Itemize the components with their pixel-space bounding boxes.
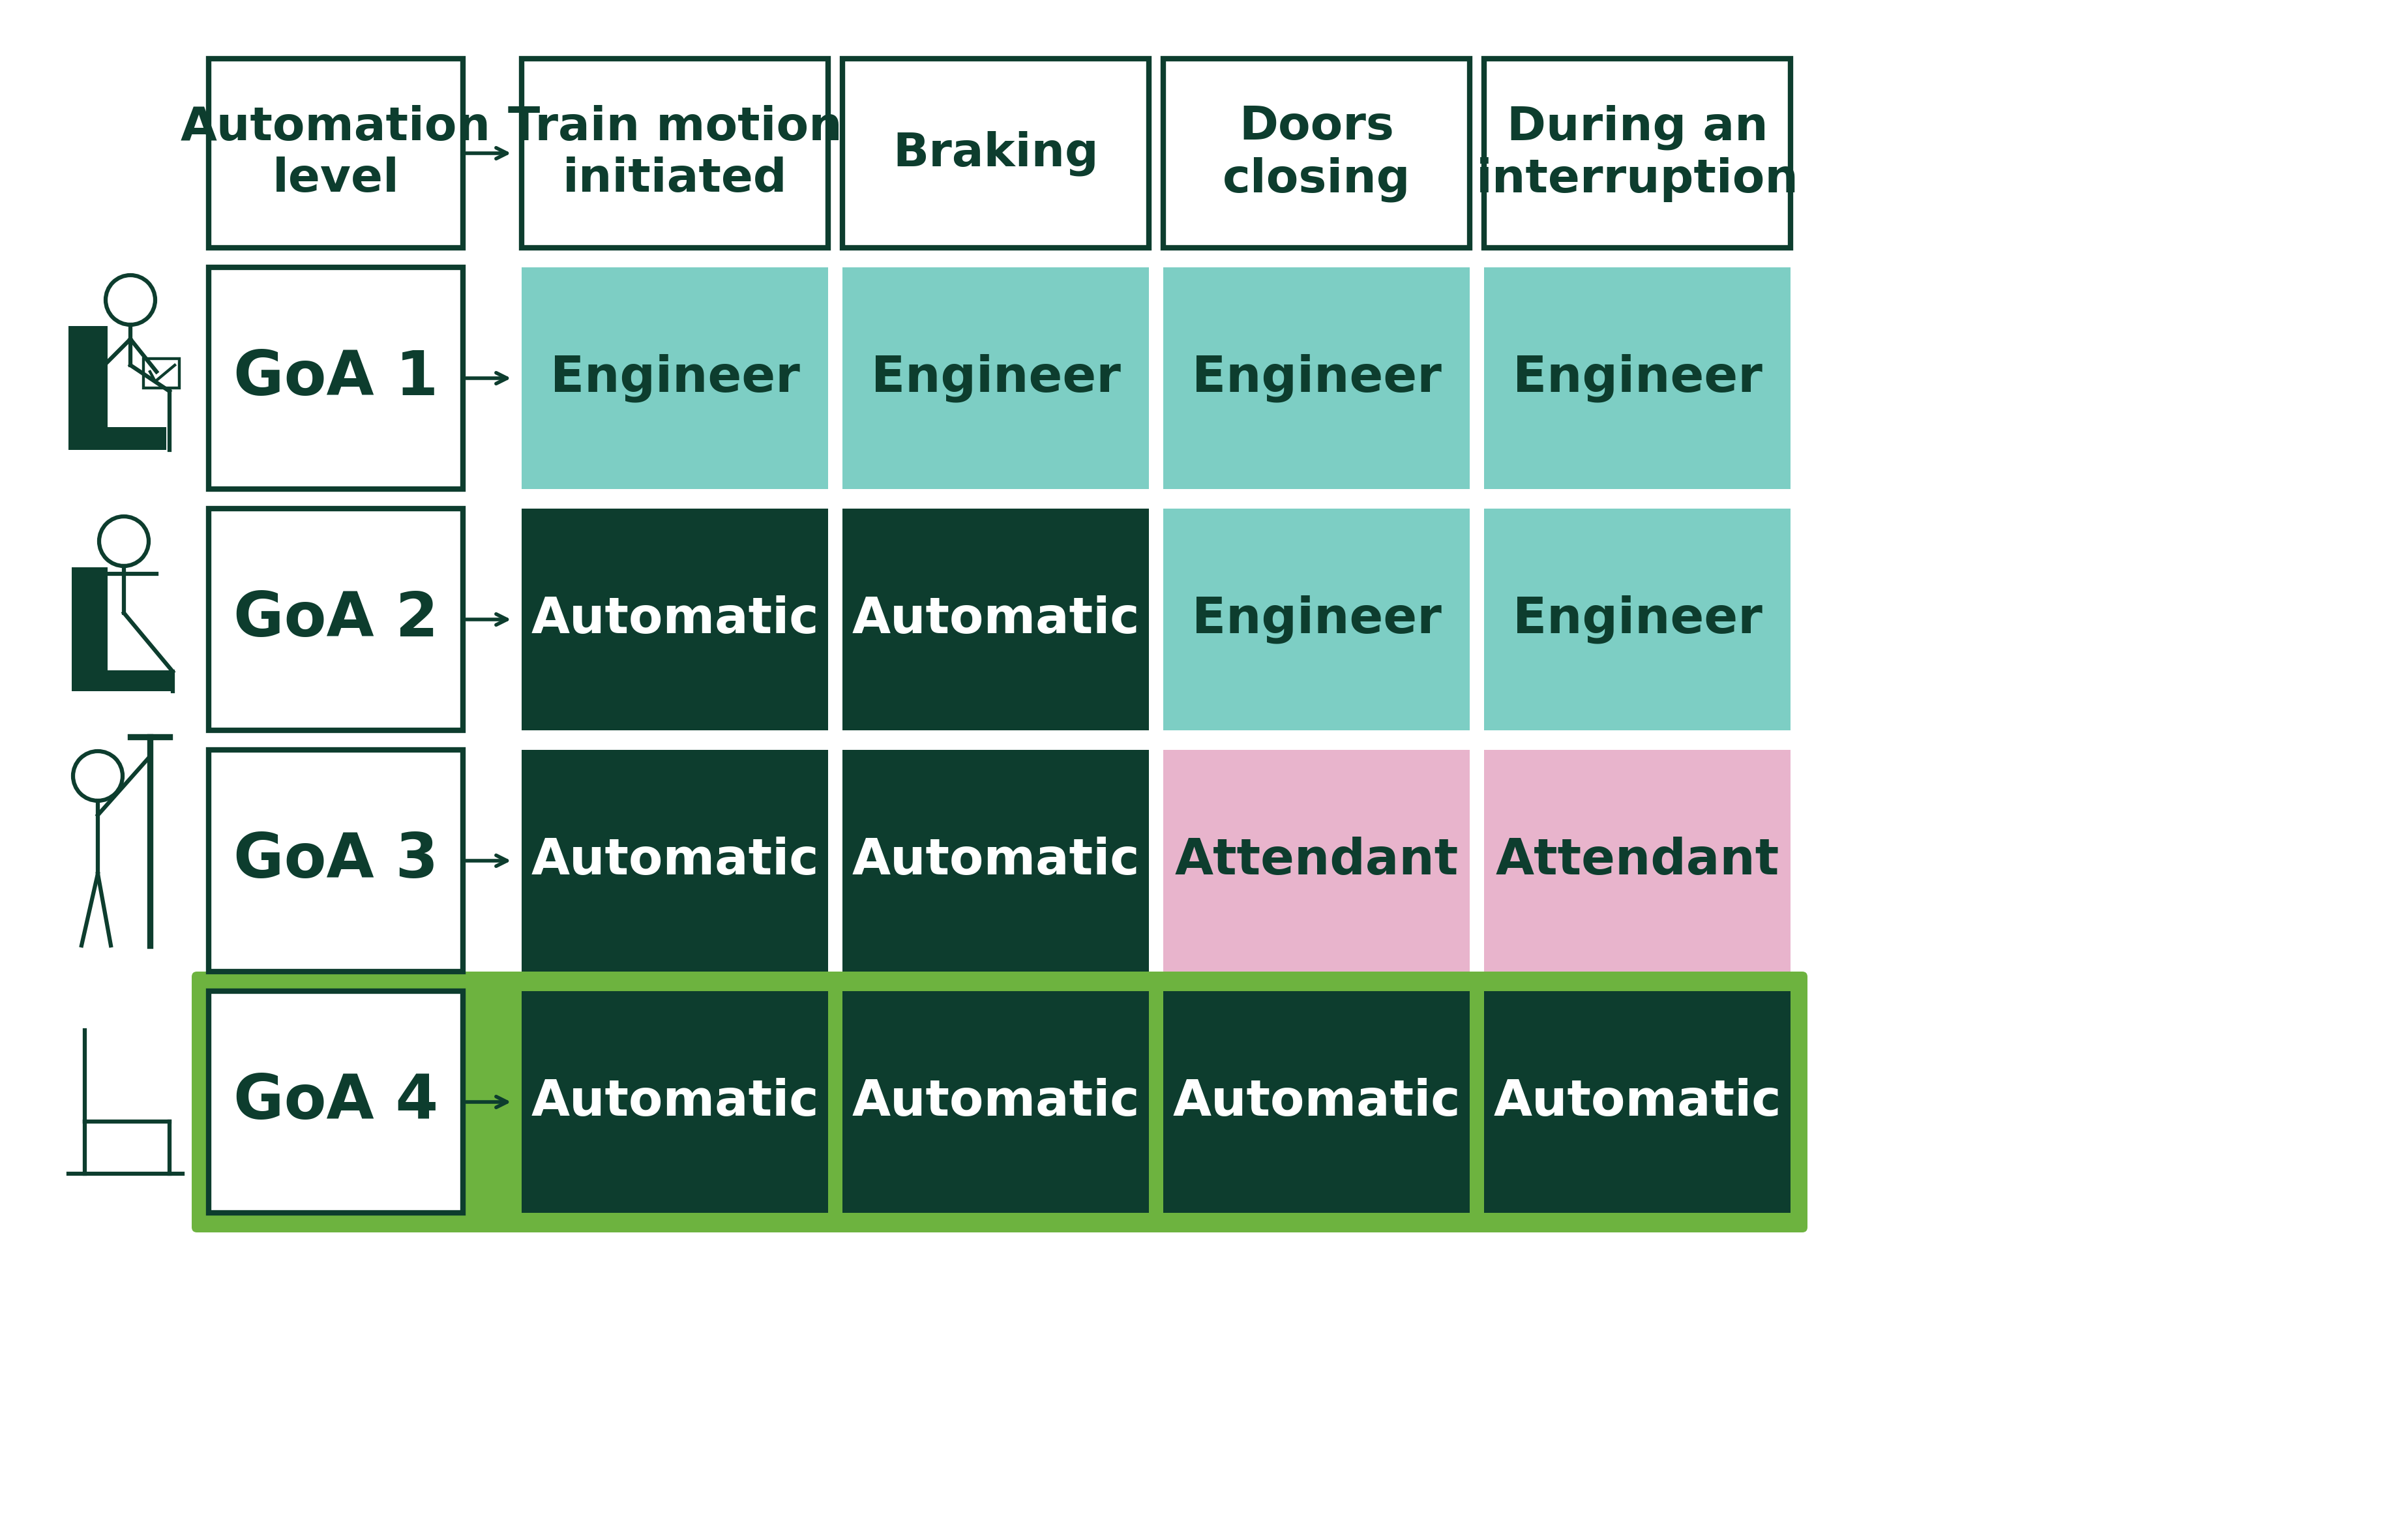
- Text: Doors
closing: Doors closing: [1223, 105, 1411, 202]
- FancyBboxPatch shape: [209, 750, 462, 972]
- Text: GoA 1: GoA 1: [234, 348, 438, 408]
- Text: Attendant: Attendant: [1175, 836, 1459, 885]
- FancyBboxPatch shape: [1483, 267, 1792, 489]
- FancyBboxPatch shape: [1483, 991, 1792, 1213]
- Text: Automatic: Automatic: [1173, 1078, 1459, 1126]
- FancyBboxPatch shape: [1163, 59, 1469, 247]
- FancyBboxPatch shape: [209, 509, 462, 730]
- Text: Engineer: Engineer: [1512, 595, 1763, 644]
- Text: Automatic: Automatic: [852, 836, 1139, 885]
- Text: Automation
level: Automation level: [181, 105, 491, 202]
- Text: Braking: Braking: [893, 131, 1098, 176]
- Text: Automatic: Automatic: [530, 836, 819, 885]
- FancyBboxPatch shape: [843, 59, 1149, 247]
- Text: GoA 3: GoA 3: [234, 830, 438, 891]
- FancyBboxPatch shape: [1483, 59, 1792, 247]
- FancyBboxPatch shape: [1163, 750, 1469, 972]
- FancyBboxPatch shape: [209, 267, 462, 489]
- Text: Train motion
initiated: Train motion initiated: [508, 105, 843, 202]
- FancyBboxPatch shape: [1163, 991, 1469, 1213]
- FancyBboxPatch shape: [843, 991, 1149, 1213]
- FancyBboxPatch shape: [209, 59, 462, 247]
- Text: Engineer: Engineer: [1512, 354, 1763, 402]
- FancyBboxPatch shape: [523, 267, 828, 489]
- FancyBboxPatch shape: [72, 671, 173, 691]
- FancyBboxPatch shape: [523, 59, 828, 247]
- Text: GoA 4: GoA 4: [234, 1072, 438, 1132]
- Text: Automatic: Automatic: [852, 1078, 1139, 1126]
- Text: Automatic: Automatic: [1493, 1078, 1782, 1126]
- FancyBboxPatch shape: [523, 509, 828, 730]
- Text: Engineer: Engineer: [1192, 595, 1442, 644]
- FancyBboxPatch shape: [1483, 509, 1792, 730]
- FancyBboxPatch shape: [523, 991, 828, 1213]
- Text: During an
interruption: During an interruption: [1476, 105, 1799, 202]
- Text: GoA 2: GoA 2: [234, 589, 438, 650]
- Text: Engineer: Engineer: [1192, 354, 1442, 402]
- FancyBboxPatch shape: [843, 509, 1149, 730]
- FancyBboxPatch shape: [144, 358, 178, 389]
- FancyBboxPatch shape: [843, 750, 1149, 972]
- Text: Engineer: Engineer: [549, 354, 799, 402]
- Text: Attendant: Attendant: [1495, 836, 1780, 885]
- Text: Automatic: Automatic: [530, 595, 819, 644]
- FancyBboxPatch shape: [209, 991, 462, 1213]
- FancyBboxPatch shape: [1483, 750, 1792, 972]
- FancyBboxPatch shape: [1163, 267, 1469, 489]
- FancyBboxPatch shape: [72, 568, 108, 671]
- FancyBboxPatch shape: [843, 267, 1149, 489]
- FancyBboxPatch shape: [193, 972, 1808, 1233]
- FancyBboxPatch shape: [1163, 509, 1469, 730]
- FancyBboxPatch shape: [523, 750, 828, 972]
- Text: Automatic: Automatic: [852, 595, 1139, 644]
- Text: Automatic: Automatic: [530, 1078, 819, 1126]
- Text: Engineer: Engineer: [872, 354, 1120, 402]
- FancyBboxPatch shape: [67, 326, 108, 431]
- FancyBboxPatch shape: [67, 427, 166, 449]
